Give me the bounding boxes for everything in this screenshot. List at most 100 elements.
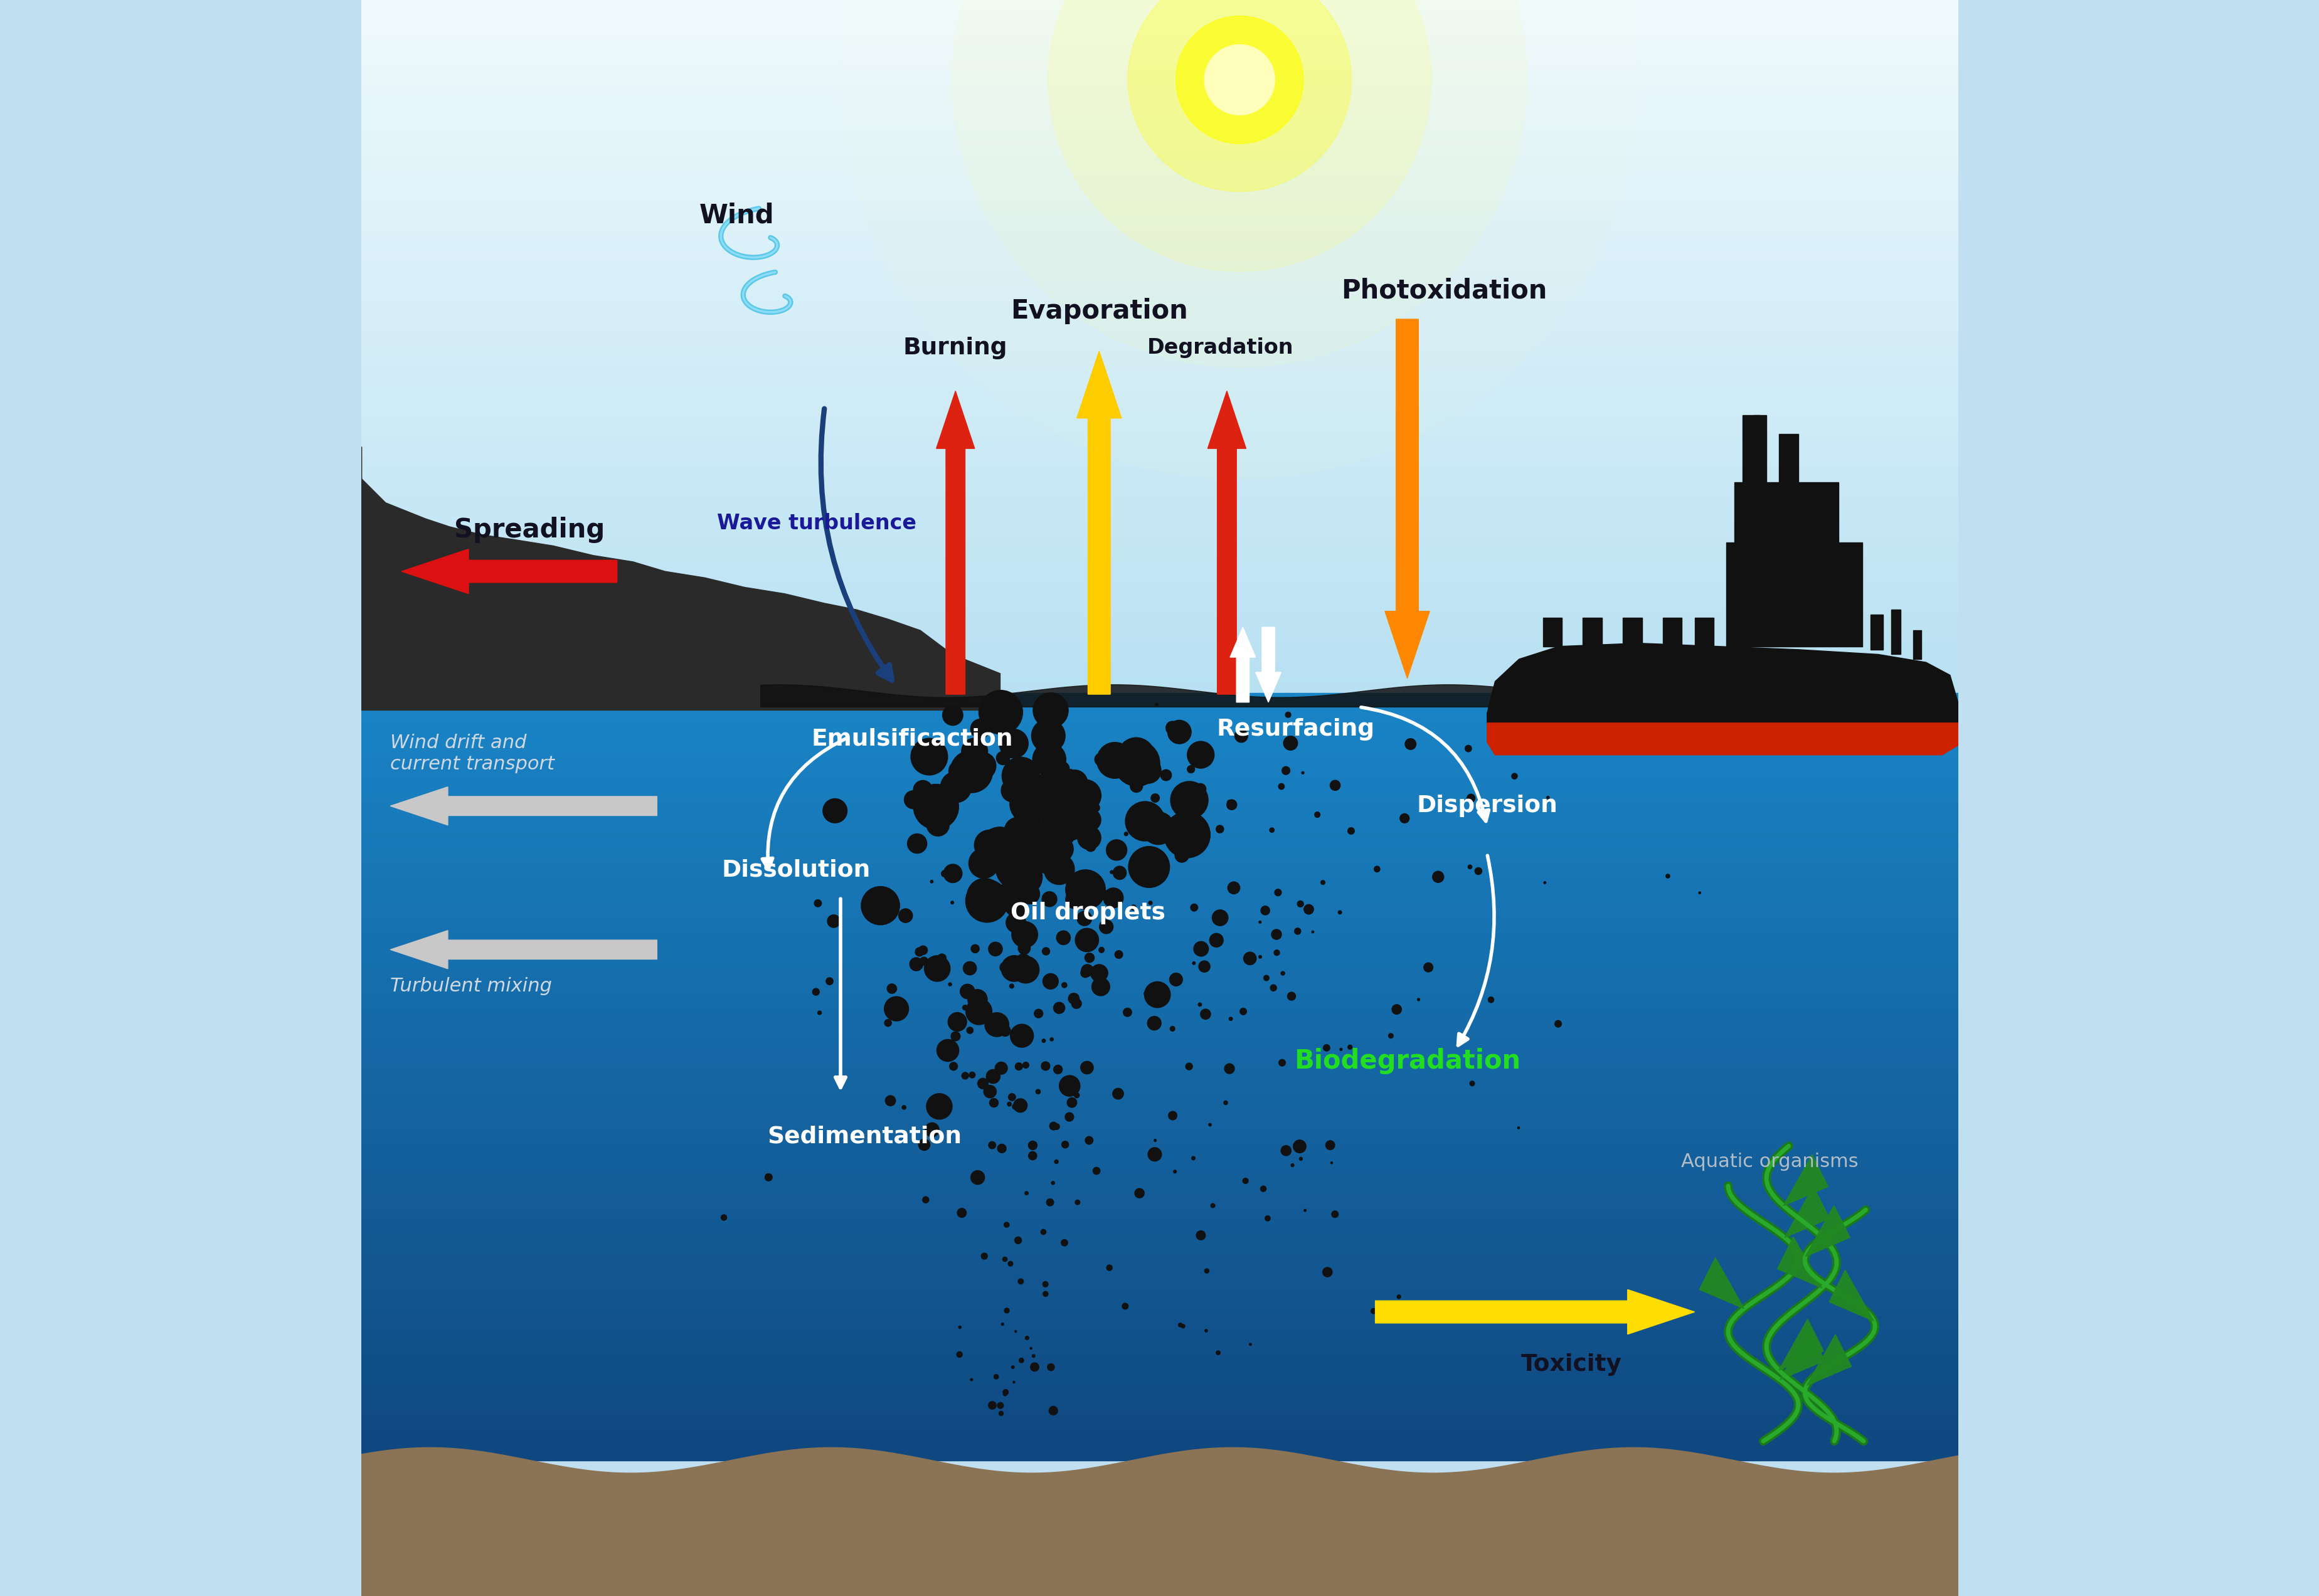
Circle shape (839, 0, 1637, 479)
Circle shape (1009, 1261, 1013, 1266)
Circle shape (1192, 814, 1199, 820)
Circle shape (1389, 1034, 1394, 1037)
Text: Biodegradation: Biodegradation (1294, 1049, 1519, 1074)
Circle shape (1044, 769, 1088, 812)
Circle shape (1044, 854, 1074, 884)
Bar (362, 1045, 1957, 1055)
Circle shape (986, 1069, 999, 1084)
Circle shape (1051, 1037, 1053, 1041)
Bar (362, 198, 1957, 209)
Circle shape (1273, 889, 1280, 895)
Circle shape (1338, 911, 1340, 915)
Circle shape (1055, 930, 1069, 945)
Bar (362, 519, 1957, 530)
Circle shape (983, 1085, 997, 1098)
Bar (362, 1267, 1957, 1277)
Text: Spreading: Spreading (455, 517, 605, 543)
Circle shape (1074, 1200, 1081, 1205)
Circle shape (1078, 809, 1102, 832)
Bar (362, 1398, 1957, 1406)
Circle shape (1081, 969, 1090, 977)
Polygon shape (362, 1448, 1957, 1596)
Bar (362, 223, 1957, 235)
Circle shape (979, 691, 1023, 734)
Bar (362, 1191, 1957, 1200)
Circle shape (1296, 900, 1303, 907)
Circle shape (921, 958, 928, 966)
Circle shape (918, 946, 928, 954)
Text: Wind: Wind (698, 203, 775, 228)
Bar (362, 800, 1957, 809)
Circle shape (860, 886, 900, 924)
Bar (362, 579, 1957, 591)
Circle shape (1111, 870, 1113, 873)
Circle shape (1194, 942, 1208, 956)
Circle shape (1048, 1363, 1055, 1371)
Circle shape (986, 1012, 1009, 1037)
Circle shape (1092, 1167, 1099, 1175)
Circle shape (1004, 838, 1023, 859)
Circle shape (969, 720, 990, 739)
Bar (362, 589, 1957, 598)
Bar (362, 961, 1957, 970)
Circle shape (1106, 839, 1127, 860)
Circle shape (948, 983, 951, 986)
Circle shape (1025, 827, 1055, 855)
Circle shape (1176, 16, 1303, 144)
Bar (362, 112, 1957, 121)
Circle shape (1192, 1157, 1194, 1160)
Circle shape (1160, 769, 1171, 780)
Circle shape (918, 1140, 930, 1151)
Circle shape (1371, 1309, 1375, 1314)
Circle shape (1187, 766, 1194, 772)
Circle shape (1009, 985, 1013, 988)
Circle shape (1287, 993, 1296, 1001)
Bar (362, 180, 1957, 192)
Circle shape (1229, 1017, 1231, 1020)
Circle shape (951, 750, 993, 793)
Circle shape (1048, 1406, 1057, 1416)
Bar (362, 215, 1957, 225)
Circle shape (1016, 800, 1027, 811)
Circle shape (1011, 956, 1039, 983)
Bar (362, 1084, 1957, 1093)
Bar (362, 953, 1957, 962)
Circle shape (884, 996, 909, 1021)
Bar (362, 701, 1957, 710)
Circle shape (1262, 907, 1268, 915)
Circle shape (1030, 1363, 1039, 1371)
Circle shape (1011, 1025, 1034, 1047)
Circle shape (1331, 1211, 1338, 1218)
Circle shape (995, 1061, 1006, 1074)
Bar (362, 830, 1957, 839)
Circle shape (969, 752, 995, 779)
Circle shape (1002, 879, 1020, 897)
Bar (1869, 614, 1883, 650)
Circle shape (1192, 962, 1194, 964)
Circle shape (911, 739, 948, 776)
Bar (362, 1476, 1957, 1596)
Circle shape (958, 1326, 960, 1328)
Polygon shape (1779, 1320, 1823, 1371)
Circle shape (1299, 1157, 1301, 1160)
Bar (362, 884, 1957, 894)
Circle shape (914, 784, 958, 830)
Bar (362, 1412, 1957, 1422)
Circle shape (1037, 849, 1062, 875)
Bar (362, 597, 1957, 608)
Circle shape (1041, 1229, 1046, 1235)
Bar (362, 41, 1957, 53)
Bar (362, 1382, 1957, 1392)
Circle shape (1271, 985, 1275, 991)
Circle shape (1002, 1258, 1006, 1261)
Circle shape (1153, 1140, 1157, 1141)
Bar (362, 915, 1957, 924)
Bar (362, 1245, 1957, 1253)
Circle shape (1424, 962, 1433, 972)
Circle shape (1301, 771, 1303, 774)
Circle shape (1329, 780, 1340, 790)
Bar (362, 1207, 1957, 1215)
Circle shape (1512, 774, 1517, 779)
Circle shape (1259, 956, 1262, 958)
Bar (362, 1029, 1957, 1039)
